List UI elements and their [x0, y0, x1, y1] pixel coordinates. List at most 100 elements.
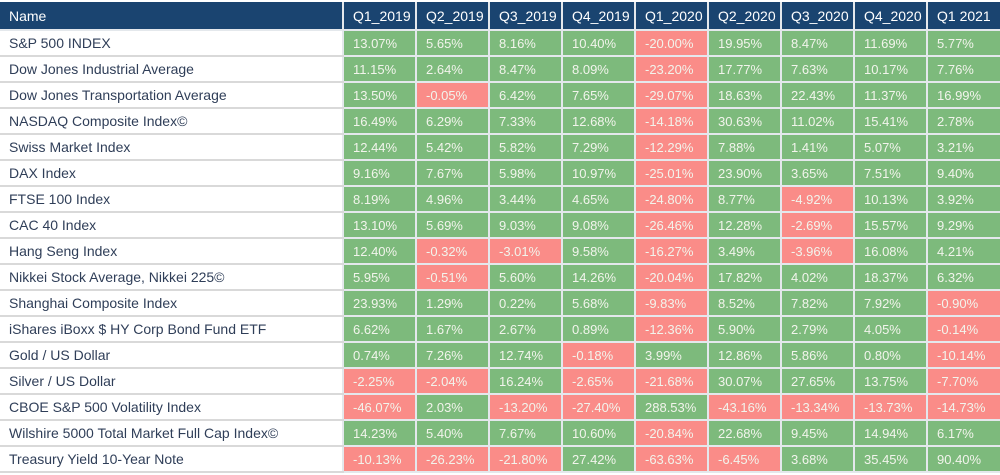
value-cell: -24.80% — [635, 186, 709, 213]
value-cell: 7.67% — [489, 420, 563, 447]
value-cell: -9.83% — [635, 290, 709, 317]
column-header-q4-2019[interactable]: Q4_2019 — [562, 2, 636, 31]
value-cell: -10.13% — [343, 446, 417, 473]
value-cell: -46.07% — [343, 394, 417, 421]
value-cell: 16.49% — [343, 108, 417, 135]
value-cell: 9.16% — [343, 160, 417, 187]
value-cell: 10.13% — [854, 186, 928, 213]
row-name: S&P 500 INDEX — [0, 30, 344, 57]
value-cell: 6.17% — [927, 420, 1000, 447]
value-cell: 8.19% — [343, 186, 417, 213]
value-cell: 16.99% — [927, 82, 1000, 109]
value-cell: 7.82% — [781, 290, 855, 317]
value-cell: 5.86% — [781, 342, 855, 369]
value-cell: 9.40% — [927, 160, 1000, 187]
value-cell: 12.86% — [708, 342, 782, 369]
value-cell: 27.42% — [562, 446, 636, 473]
row-name: DAX Index — [0, 160, 344, 187]
value-cell: 1.41% — [781, 134, 855, 161]
value-cell: 13.10% — [343, 212, 417, 239]
value-cell: -26.23% — [416, 446, 490, 473]
value-cell: 10.40% — [562, 30, 636, 57]
table-row: Gold / US Dollar 0.74% 7.26% 12.74% -0.18% 3.… — [0, 342, 1000, 369]
value-cell: 13.75% — [854, 368, 928, 395]
value-cell: 0.80% — [854, 342, 928, 369]
value-cell: -6.45% — [708, 446, 782, 473]
value-cell: 18.37% — [854, 264, 928, 291]
value-cell: 7.29% — [562, 134, 636, 161]
table-row: Nikkei Stock Average, Nikkei 225© 5.95% -0… — [0, 264, 1000, 291]
value-cell: 7.65% — [562, 82, 636, 109]
column-header-q3-2020[interactable]: Q3_2020 — [781, 2, 855, 31]
column-header-q2-2019[interactable]: Q2_2019 — [416, 2, 490, 31]
value-cell: -7.70% — [927, 368, 1000, 395]
table-row: Silver / US Dollar -2.25% -2.04% 16.24% -2.6… — [0, 368, 1000, 395]
value-cell: 11.15% — [343, 56, 417, 83]
column-header-q1-2021[interactable]: Q1 2021 — [927, 2, 1000, 31]
value-cell: 5.77% — [927, 30, 1000, 57]
value-cell: -0.05% — [416, 82, 490, 109]
value-cell: 7.26% — [416, 342, 490, 369]
value-cell: 2.67% — [489, 316, 563, 343]
row-name: Wilshire 5000 Total Market Full Cap Inde… — [0, 420, 344, 447]
value-cell: -29.07% — [635, 82, 709, 109]
value-cell: 3.44% — [489, 186, 563, 213]
value-cell: 3.68% — [781, 446, 855, 473]
value-cell: -12.29% — [635, 134, 709, 161]
table-row: S&P 500 INDEX 13.07% 5.65% 8.16% 10.40% -20.0… — [0, 30, 1000, 57]
value-cell: 6.29% — [416, 108, 490, 135]
table-row: iShares iBoxx $ HY Corp Bond Fund ETF 6.6… — [0, 316, 1000, 343]
value-cell: 8.77% — [708, 186, 782, 213]
column-header-q2-2020[interactable]: Q2_2020 — [708, 2, 782, 31]
row-name: FTSE 100 Index — [0, 186, 344, 213]
row-name: CBOE S&P 500 Volatility Index — [0, 394, 344, 421]
table-row: Wilshire 5000 Total Market Full Cap Inde… — [0, 420, 1000, 447]
value-cell: 12.40% — [343, 238, 417, 265]
value-cell: 27.65% — [781, 368, 855, 395]
value-cell: 19.95% — [708, 30, 782, 57]
value-cell: 13.07% — [343, 30, 417, 57]
table-header: Name Q1_2019 Q2_2019 Q3_2019 Q4_2019 Q1_2020… — [0, 2, 1000, 31]
value-cell: -23.20% — [635, 56, 709, 83]
value-cell: 3.92% — [927, 186, 1000, 213]
table-row: Hang Seng Index 12.40% -0.32% -3.01% 9.58% -1… — [0, 238, 1000, 265]
value-cell: 30.63% — [708, 108, 782, 135]
column-header-q3-2019[interactable]: Q3_2019 — [489, 2, 563, 31]
table-row: DAX Index 9.16% 7.67% 5.98% 10.97% -25.01% 23.… — [0, 160, 1000, 187]
value-cell: 4.96% — [416, 186, 490, 213]
value-cell: 7.92% — [854, 290, 928, 317]
value-cell: 10.17% — [854, 56, 928, 83]
value-cell: 15.41% — [854, 108, 928, 135]
table-row: NASDAQ Composite Index© 16.49% 6.29% 7.33% 1… — [0, 108, 1000, 135]
value-cell: 16.24% — [489, 368, 563, 395]
value-cell: -0.51% — [416, 264, 490, 291]
row-name: iShares iBoxx $ HY Corp Bond Fund ETF — [0, 316, 344, 343]
name-column-header[interactable]: Name — [0, 2, 344, 31]
value-cell: 8.47% — [781, 30, 855, 57]
value-cell: 23.90% — [708, 160, 782, 187]
row-name: Shanghai Composite Index — [0, 290, 344, 317]
value-cell: 17.77% — [708, 56, 782, 83]
row-name: Silver / US Dollar — [0, 368, 344, 395]
value-cell: 4.21% — [927, 238, 1000, 265]
column-header-q4-2020[interactable]: Q4_2020 — [854, 2, 928, 31]
value-cell: 5.68% — [562, 290, 636, 317]
value-cell: 90.40% — [927, 446, 1000, 473]
row-name: Dow Jones Transportation Average — [0, 82, 344, 109]
value-cell: 17.82% — [708, 264, 782, 291]
value-cell: -2.65% — [562, 368, 636, 395]
value-cell: -10.14% — [927, 342, 1000, 369]
table-row: Dow Jones Transportation Average 13.50% -0… — [0, 82, 1000, 109]
value-cell: 5.60% — [489, 264, 563, 291]
value-cell: 7.63% — [781, 56, 855, 83]
value-cell: -0.32% — [416, 238, 490, 265]
value-cell: 22.43% — [781, 82, 855, 109]
table-row: FTSE 100 Index 8.19% 4.96% 3.44% 4.65% -24.80… — [0, 186, 1000, 213]
column-header-q1-2019[interactable]: Q1_2019 — [343, 2, 417, 31]
value-cell: 4.02% — [781, 264, 855, 291]
row-name: Treasury Yield 10-Year Note — [0, 446, 344, 473]
table-row: Dow Jones Industrial Average 11.15% 2.64% 8… — [0, 56, 1000, 83]
value-cell: 5.95% — [343, 264, 417, 291]
value-cell: -2.25% — [343, 368, 417, 395]
column-header-q1-2020[interactable]: Q1_2020 — [635, 2, 709, 31]
